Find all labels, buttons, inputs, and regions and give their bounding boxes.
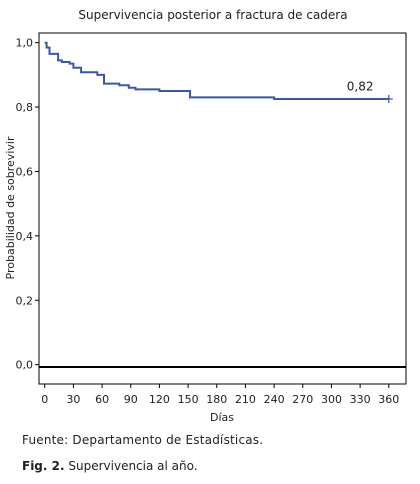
x-tick-label: 360 [378, 393, 399, 406]
x-tick-label: 240 [264, 393, 285, 406]
chart-title: Supervivencia posterior a fractura de ca… [78, 8, 347, 22]
x-tick-label: 330 [350, 393, 371, 406]
y-tick-label: 0,0 [16, 359, 34, 372]
y-axis-label: Probabilidad de sobrevivir [4, 136, 17, 279]
figure-caption-text: Supervivencia al año. [68, 459, 198, 473]
x-tick-label: 30 [66, 393, 80, 406]
data-label: 0,82 [347, 80, 374, 94]
y-axis-ticks: 0,0 0,2 0,4 0,6 0,8 1,0 [16, 37, 39, 372]
y-tick-label: 0,6 [16, 165, 34, 178]
survival-chart: Supervivencia posterior a fractura de ca… [4, 8, 407, 424]
figure-label: Fig. 2. [22, 459, 65, 473]
y-tick-label: 0,8 [16, 101, 34, 114]
x-tick-label: 270 [292, 393, 313, 406]
x-tick-label: 0 [41, 393, 48, 406]
x-axis-label: Días [210, 411, 234, 424]
plot-area [38, 32, 407, 385]
x-axis-ticks: 0 30 60 90 120 150 180 210 240 270 300 330 360 [41, 384, 399, 406]
x-tick-label: 60 [95, 393, 109, 406]
censor-marks [384, 95, 393, 104]
annotations: 0,82 [347, 80, 374, 94]
x-tick-label: 210 [235, 393, 256, 406]
censor-mark [384, 95, 393, 104]
survival-curve [44, 41, 389, 100]
y-tick-label: 0,2 [16, 294, 34, 307]
x-tick-label: 300 [321, 393, 342, 406]
source-note: Fuente: Departamento de Estadísticas. [22, 433, 264, 447]
y-tick-label: 1,0 [16, 37, 34, 50]
x-tick-label: 180 [206, 393, 227, 406]
x-tick-label: 120 [149, 393, 170, 406]
x-tick-label: 150 [178, 393, 199, 406]
x-tick-label: 90 [124, 393, 138, 406]
figure-caption: Fig. 2. Supervivencia al año. [22, 459, 198, 473]
y-tick-label: 0,4 [16, 230, 34, 243]
